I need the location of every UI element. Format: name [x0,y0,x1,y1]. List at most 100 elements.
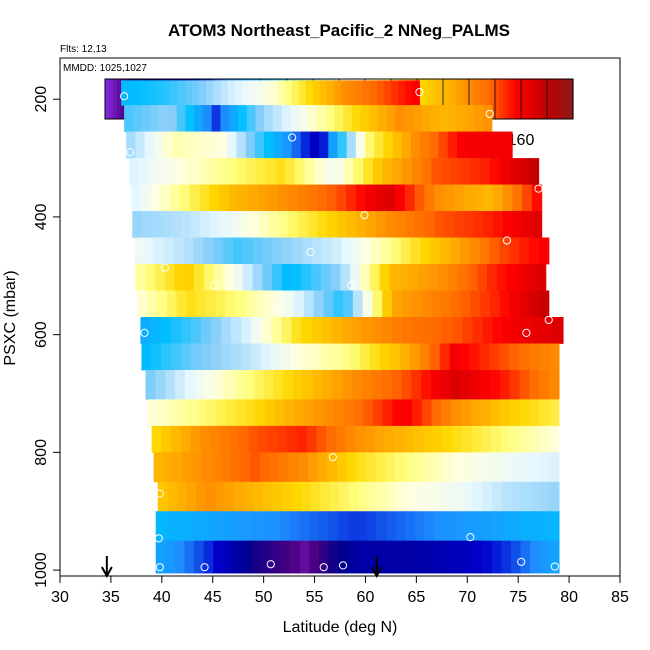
heatmap-cell [434,481,445,512]
heatmap-cell [345,425,356,453]
heatmap-cell [371,237,382,265]
heatmap-cell [348,481,359,512]
heatmap-cell [331,237,343,265]
heatmap-cell [531,211,543,238]
x-tick-label: 60 [357,589,375,606]
heatmap-cell [420,131,430,159]
heatmap-cell [482,184,494,212]
colorbar-segment [537,79,543,119]
sample-marker [338,561,348,570]
heatmap-cell [303,290,315,318]
heatmap-cell [389,264,400,291]
heatmap-cell [325,105,335,132]
heatmap-cell [480,369,491,400]
heatmap-cell [395,211,406,238]
heatmap-cell [453,481,464,512]
heatmap-cell [462,317,474,344]
heatmap-cell [176,105,186,132]
heatmap-cell [462,452,473,483]
heatmap-cell [124,105,134,132]
heatmap-cell [531,184,543,212]
heatmap-cell [522,184,533,212]
heatmap-cell [248,80,257,106]
heatmap-cell [439,343,451,371]
heatmap-cell [220,343,232,371]
heatmap-cell [539,452,550,483]
heatmap-cell [333,399,345,427]
heatmap-cell [384,425,395,453]
heatmap-cell [434,511,445,542]
heatmap-cell [520,481,531,512]
heatmap-cell [272,481,283,512]
heatmap-cell [150,317,162,344]
heatmap-cell [512,317,524,344]
heatmap-cell [405,211,416,238]
heatmap-cell [467,264,478,291]
heatmap-cell [203,237,214,265]
heatmap-cell [157,481,168,512]
heatmap-cell [204,369,216,400]
colorbar-segment [471,79,477,119]
heatmap-cell [290,540,301,574]
colorbar-segment [545,79,551,119]
heatmap-cell [235,290,246,318]
plot-frame [59,57,621,577]
heatmap-cell [492,184,504,212]
heatmap-cell [320,343,331,371]
heatmap-cell [293,369,304,400]
heatmap-cell [191,343,202,371]
heatmap-cell [234,369,245,400]
sample-marker [155,563,164,572]
heatmap-cell [516,264,527,291]
heatmap-cell [371,369,383,400]
heatmap-cell [148,158,160,185]
sample-marker [155,489,164,498]
heatmap-cell [473,184,484,212]
heatmap-cell [405,80,413,106]
heatmap-cell [425,481,436,512]
heatmap-cell [309,511,320,542]
heatmap-cell [529,399,540,427]
heatmap-cell [235,399,247,427]
heatmap-cell [430,369,442,400]
heatmap-cell [314,158,325,185]
colorbar-segment [553,79,558,119]
heatmap-cell [268,425,279,453]
heatmap-cell [520,540,531,574]
heatmap-cell [271,317,282,344]
heatmap-cell [206,399,217,427]
heatmap-cell [144,237,155,265]
heatmap-cell [472,452,483,483]
sample-marker [140,328,149,337]
heatmap-cell [203,264,215,291]
heatmap-cell [442,317,453,344]
heatmap-cell [281,264,293,291]
sample-marker [517,557,526,566]
heatmap-cell [321,317,333,344]
heatmap-cell [363,158,374,185]
heatmap-cell [415,481,426,512]
heatmap-cell [261,317,272,344]
heatmap-cell [509,290,520,318]
heatmap-cell [163,452,174,483]
heatmap-cell [447,105,458,132]
heatmap-cell [300,343,312,371]
heatmap-cell [499,158,510,185]
heatmap-cell [470,290,481,318]
heatmap-cell [151,425,162,453]
heatmap-cell [161,343,172,371]
heatmap-cell [443,511,454,542]
heatmap-cell [151,211,163,238]
heatmap-cell [510,511,522,542]
heatmap-cell [519,290,530,318]
heatmap-cell [376,511,387,542]
heatmap-cell [392,290,403,318]
heatmap-cell [200,211,211,238]
heatmap-cell [299,511,310,542]
heatmap-cell [342,369,353,400]
heatmap-cell [274,399,286,427]
heatmap-cell [535,264,547,291]
heatmap-cell [420,237,431,265]
heatmap-cell [320,481,331,512]
